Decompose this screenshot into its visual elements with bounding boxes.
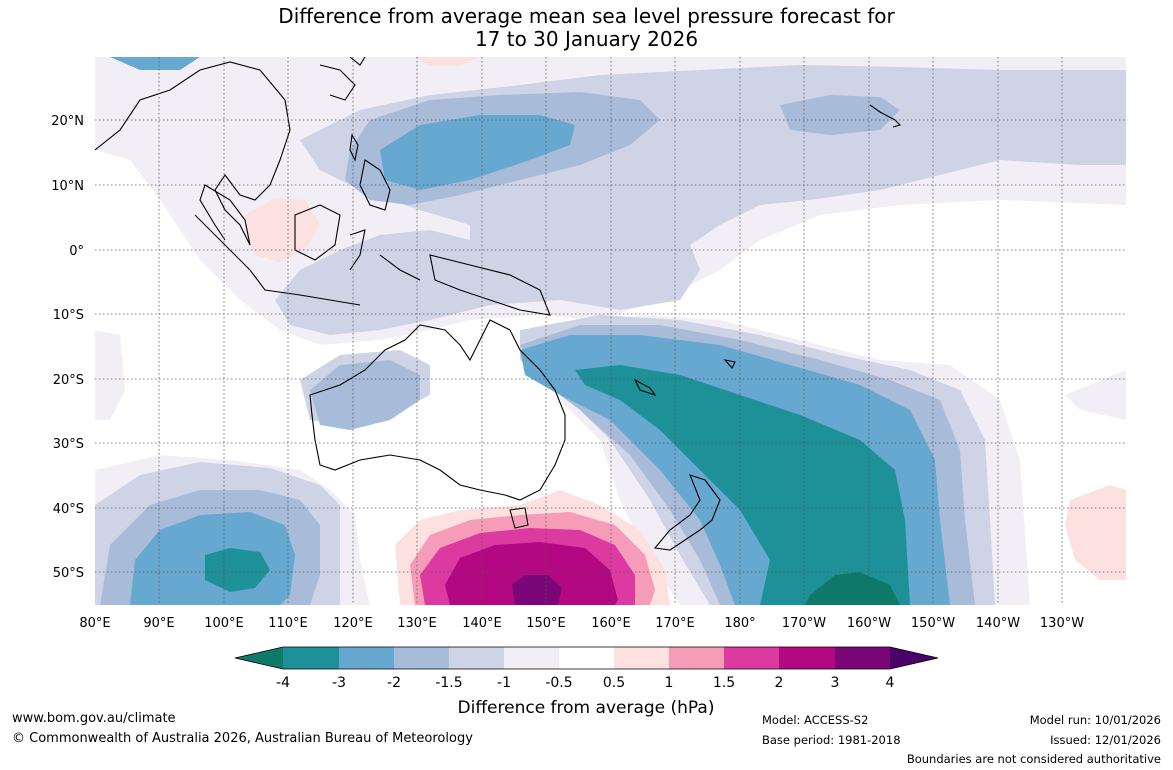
colorbar-tick: -0.5 xyxy=(545,675,572,691)
anomaly-contour-pos05-top xyxy=(415,57,480,66)
graticule xyxy=(95,57,1126,605)
lon-label: 160°E xyxy=(591,616,631,631)
anomaly-contour-pos05-indo xyxy=(245,198,320,262)
lon-label: 150°W xyxy=(911,616,955,631)
new-caledonia xyxy=(633,378,657,397)
lat-label: 40°S xyxy=(53,502,84,517)
lon-label: 130°E xyxy=(397,616,437,631)
lon-label: 80°E xyxy=(79,616,110,631)
map-title-line2: 17 to 30 January 2026 xyxy=(474,27,699,51)
anomaly-contour-pos3 xyxy=(512,575,562,605)
colorbar-ticks: -4 -3 -2 -1.5 -1 -0.5 0.5 1 1.5 2 3 4 xyxy=(276,675,895,691)
anomaly-contour-pos05-se xyxy=(1065,485,1126,580)
colorbar-min-arrow xyxy=(235,647,283,669)
lat-label: 10°N xyxy=(51,179,84,194)
lon-label: 120°E xyxy=(333,616,373,631)
korea-japan xyxy=(319,57,366,101)
colorbar-outline xyxy=(234,646,939,670)
lon-label: 140°E xyxy=(462,616,502,631)
anomaly-contour-neg3-east xyxy=(575,365,910,605)
colorbar-max-arrow xyxy=(890,647,938,669)
anomaly-contour-neg3-west xyxy=(205,548,270,592)
lon-label: 100°E xyxy=(204,616,244,631)
lat-label: 20°S xyxy=(53,373,84,388)
new-zealand xyxy=(653,474,721,551)
longitude-labels: 80°E 90°E 100°E 110°E 120°E 130°E 140°E … xyxy=(79,616,1084,631)
colorbar-swatch xyxy=(394,647,449,669)
tasmania xyxy=(509,507,529,529)
colorbar-tick: 3 xyxy=(831,675,840,691)
lat-label: 50°S xyxy=(53,566,84,581)
lon-label: 90°E xyxy=(143,616,174,631)
colorbar-swatch xyxy=(669,647,724,669)
colorbar xyxy=(234,646,939,670)
new-guinea xyxy=(429,254,551,316)
lon-label: 180° xyxy=(724,616,755,631)
colorbar-swatch xyxy=(614,647,669,669)
latitude-labels: 20°N 10°N 0° 10°S 20°S 30°S 40°S 50°S xyxy=(51,114,84,581)
model-name: Model: ACCESS-S2 xyxy=(762,713,869,727)
colorbar-swatch xyxy=(779,647,835,669)
colorbar-tick: 0.5 xyxy=(603,675,625,691)
colorbar-swatch xyxy=(835,647,890,669)
website-link[interactable]: www.bom.gov.au/climate xyxy=(12,711,176,726)
boundaries-disclaimer: Boundaries are not considered authoritat… xyxy=(906,752,1161,766)
colorbar-swatch xyxy=(724,647,779,669)
model-run-date: Model run: 10/01/2026 xyxy=(1029,713,1161,727)
colorbar-label: Difference from average (hPa) xyxy=(458,698,715,718)
australia xyxy=(309,319,566,501)
fiji xyxy=(723,359,736,369)
lat-label: 10°S xyxy=(53,308,84,323)
pressure-anomaly-fields xyxy=(95,57,1126,605)
anomaly-contour-neg2-north xyxy=(380,115,575,190)
colorbar-tick: 4 xyxy=(886,675,895,691)
lon-label: 140°W xyxy=(976,616,1020,631)
colorbar-swatch xyxy=(283,647,339,669)
lon-label: 170°E xyxy=(655,616,695,631)
lon-label: 130°W xyxy=(1040,616,1084,631)
colorbar-swatch xyxy=(449,647,504,669)
lat-label: 30°S xyxy=(53,437,84,452)
anomaly-contour-pos2 xyxy=(445,542,618,605)
issued-date: Issued: 12/01/2026 xyxy=(1050,733,1161,747)
anomaly-contour-neg05-west xyxy=(95,330,125,420)
asia-mainland xyxy=(95,61,291,246)
map-title-line1: Difference from average mean sea level p… xyxy=(278,4,895,28)
colorbar-tick: 1.5 xyxy=(713,675,735,691)
lat-label: 20°N xyxy=(51,114,84,129)
colorbar-tick: -1 xyxy=(497,675,511,691)
anomaly-contour-neg15-australia xyxy=(310,360,420,430)
colorbar-tick: -3 xyxy=(332,675,346,691)
lon-label: 160°W xyxy=(847,616,891,631)
colorbar-swatch xyxy=(559,647,614,669)
lon-label: 110°E xyxy=(268,616,308,631)
sumatra-java xyxy=(194,214,361,306)
colorbar-tick: 2 xyxy=(775,675,784,691)
base-period: Base period: 1981-2018 xyxy=(762,733,901,747)
lat-label: 0° xyxy=(69,244,84,259)
anomaly-contour-neg05-se xyxy=(1065,370,1126,420)
anomaly-contour-neg4 xyxy=(805,572,900,605)
taiwan xyxy=(349,133,359,162)
colorbar-tick: -1.5 xyxy=(435,675,462,691)
colorbar-tick: 1 xyxy=(665,675,674,691)
colorbar-swatch xyxy=(504,647,559,669)
lon-label: 150°E xyxy=(526,616,566,631)
copyright-text: © Commonwealth of Australia 2026, Austra… xyxy=(12,731,473,746)
colorbar-tick: -2 xyxy=(387,675,401,691)
anomaly-contour-neg4-top xyxy=(110,57,200,70)
colorbar-swatch xyxy=(339,647,394,669)
colorbar-tick: -4 xyxy=(276,675,290,691)
sulawesi-islands xyxy=(349,229,421,281)
lon-label: 170°W xyxy=(782,616,826,631)
